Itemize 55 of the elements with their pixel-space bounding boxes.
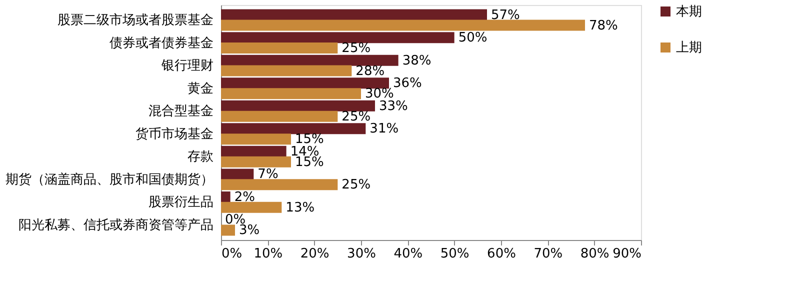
bar <box>221 65 352 76</box>
data-label: 36% <box>393 76 422 92</box>
data-label: 7% <box>258 167 278 182</box>
bar <box>221 32 454 44</box>
data-label: 33% <box>379 98 408 114</box>
bar <box>221 168 254 180</box>
data-label: 13% <box>286 200 315 216</box>
bar <box>221 110 338 122</box>
x-tick-label: 0% <box>222 246 242 262</box>
bar <box>221 78 389 89</box>
y-tick-label: 阳光私募、信托或券商资管等产品 <box>18 218 214 233</box>
bar <box>221 146 286 157</box>
y-tick-label: 存款 <box>188 150 214 165</box>
y-tick-label: 股票二级市场或者股票基金 <box>58 13 214 28</box>
bar <box>221 224 235 236</box>
bar <box>221 179 338 190</box>
x-tick-label: 50% <box>440 246 470 262</box>
bar <box>221 123 366 134</box>
data-label: 78% <box>589 18 618 34</box>
y-tick-label: 股票衍生品 <box>148 195 214 210</box>
y-tick-label: 混合型基金 <box>148 104 214 120</box>
data-label: 50% <box>458 30 488 46</box>
bar <box>221 54 398 66</box>
x-tick-label: 20% <box>300 246 330 262</box>
x-tick-label: 80% <box>580 246 610 262</box>
x-tick-label: 60% <box>487 246 516 262</box>
legend-label: 本期 <box>676 4 702 20</box>
data-label: 38% <box>402 53 432 68</box>
data-label: 57% <box>491 8 520 23</box>
x-tick-label: 70% <box>534 246 563 262</box>
bar <box>221 202 282 213</box>
legend-label: 上期 <box>676 40 702 56</box>
y-tick-label: 货币市场基金 <box>136 126 214 142</box>
data-label: 31% <box>370 122 399 137</box>
bar <box>221 9 487 20</box>
bar <box>221 134 291 145</box>
data-label: 25% <box>342 109 371 124</box>
bar <box>221 100 375 112</box>
data-label: 25% <box>342 41 371 56</box>
x-tick-label: 40% <box>394 246 423 262</box>
bar <box>221 156 291 168</box>
y-tick-label: 银行理财 <box>160 58 214 74</box>
bar <box>221 191 230 202</box>
x-tick-label: 30% <box>347 246 376 262</box>
x-tick-label: 10% <box>254 246 283 262</box>
x-tick-label: 90% <box>612 246 642 262</box>
data-label: 2% <box>234 190 255 205</box>
y-tick-label: 黄金 <box>188 81 214 96</box>
bar <box>221 42 338 54</box>
data-label: 25% <box>342 178 371 193</box>
data-label: 28% <box>356 64 385 79</box>
bar <box>221 20 585 31</box>
y-tick-label: 期货（涵盖商品、股市和国债期货） <box>6 171 214 188</box>
y-tick-label: 债券或者债券基金 <box>110 36 214 51</box>
bar <box>221 88 361 100</box>
